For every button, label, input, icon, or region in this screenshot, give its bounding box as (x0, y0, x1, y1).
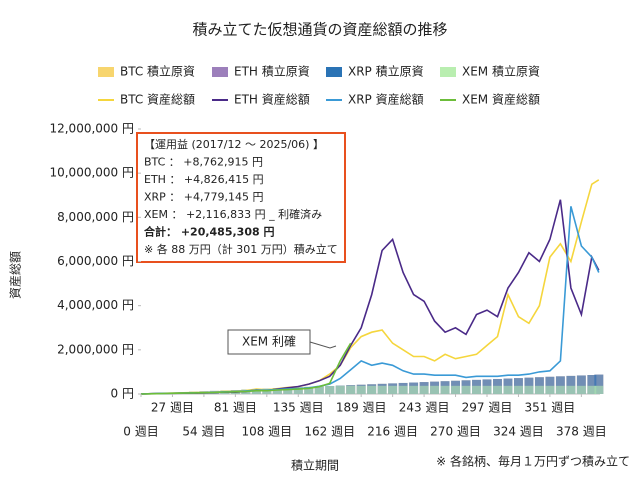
bar (451, 386, 460, 394)
bar (514, 386, 523, 394)
bar (483, 386, 492, 394)
footnote: ※ 各銘柄、毎月１万円ずつ積み立て (436, 454, 630, 469)
x-tick-label: 351 週目 (525, 401, 576, 415)
x-tick-label: 243 週目 (399, 401, 450, 415)
bar (430, 386, 439, 394)
annotation-box: 【運用益 (2017/12 ～ 2025/06) 】 BTC ： +8,762,9… (137, 133, 345, 262)
y-tick-label: 10,000,000 円 (49, 166, 134, 180)
y-axis-label: 資産総額 (8, 251, 23, 299)
bar (566, 386, 575, 394)
x-tick-label: 324 週目 (493, 425, 544, 439)
x-tick-label: 27 週目 (151, 401, 194, 415)
bar (462, 386, 471, 394)
legend-label: BTC 資産総額 (120, 92, 195, 107)
legend-label: ETH 資産総額 (234, 92, 310, 107)
bar (367, 386, 376, 394)
bar (524, 386, 533, 394)
y-tick-label: 8,000,000 円 (57, 210, 134, 224)
box-line: XRP ： +4,779,145 円 (144, 191, 264, 204)
box-line: ※ 各 88 万円（計 301 万円）積み立て (144, 242, 338, 256)
box-line: XEM ： +2,116,833 円 _ 利確済み (144, 207, 322, 221)
bar (409, 386, 418, 394)
bar (556, 386, 565, 394)
bar (441, 386, 450, 394)
bar (493, 386, 502, 394)
y-tick-label: 4,000,000 円 (57, 298, 134, 312)
legend-label: XEM 積立原資 (462, 64, 540, 79)
bar (336, 386, 345, 394)
x-tick-label: 189 週目 (336, 401, 387, 415)
x-tick-label: 216 週目 (367, 425, 418, 439)
legend-swatch (212, 67, 228, 77)
legend-label: BTC 積立原資 (120, 64, 195, 79)
box-line: 合計： +20,485,308 円 (144, 225, 274, 239)
legend-label: XRP 積立原資 (348, 64, 424, 79)
callout-arrow (310, 342, 336, 348)
bar (388, 386, 397, 394)
x-tick-label: 162 週目 (304, 425, 355, 439)
legend-swatch (98, 67, 114, 77)
bar (594, 386, 603, 394)
x-tick-label: 378 週目 (556, 425, 607, 439)
bar (399, 386, 408, 394)
x-tick-label: 54 週目 (182, 425, 225, 439)
callout-text: XEM 利確 (242, 334, 296, 349)
bar (378, 386, 387, 394)
bar (535, 386, 544, 394)
bar (472, 386, 481, 394)
bar (325, 386, 334, 394)
y-tick-label: 0 円 (111, 387, 134, 401)
y-tick-label: 6,000,000 円 (57, 254, 134, 268)
bar (504, 386, 513, 394)
y-tick-label: 12,000,000 円 (49, 122, 134, 136)
x-tick-label: 270 週目 (430, 425, 481, 439)
x-tick-label: 81 週目 (214, 401, 257, 415)
legend-label: XRP 資産総額 (348, 92, 424, 107)
x-tick-label: 0 週目 (123, 425, 158, 439)
bar (357, 386, 366, 394)
x-tick-label: 297 週目 (462, 401, 513, 415)
x-tick-label: 108 週目 (241, 425, 292, 439)
bar (420, 386, 429, 394)
bar (545, 386, 554, 394)
bar (577, 386, 586, 394)
y-tick-label: 2,000,000 円 (57, 342, 134, 356)
legend-swatch (326, 67, 342, 77)
x-axis-label: 積立期間 (291, 458, 339, 473)
legend-label: ETH 積立原資 (234, 64, 310, 79)
box-line: ETH ： +4,826,415 円 (144, 173, 264, 186)
legend-swatch (440, 67, 456, 77)
x-tick-label: 135 週目 (273, 401, 324, 415)
legend-label: XEM 資産総額 (462, 92, 540, 107)
box-line: 【運用益 (2017/12 ～ 2025/06) 】 (144, 137, 324, 151)
bar (346, 386, 355, 394)
callout: XEM 利確 (228, 330, 336, 354)
box-line: BTC ： +8,762,915 円 (144, 156, 263, 169)
chart-title: 積み立てた仮想通貨の資産総額の推移 (192, 21, 447, 39)
